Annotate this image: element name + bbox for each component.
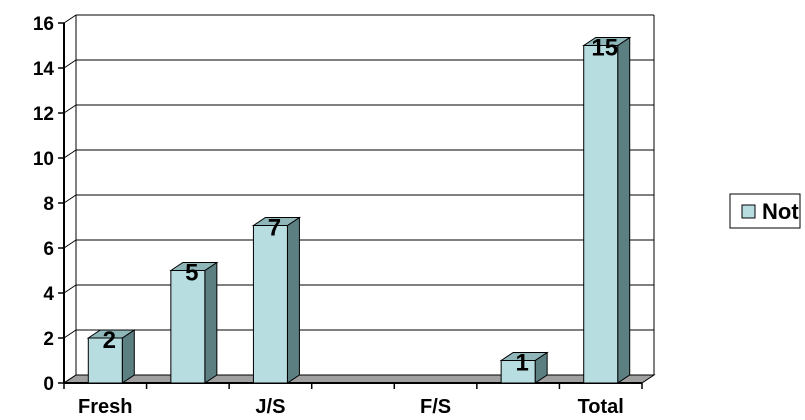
- category-label: F/S: [420, 396, 451, 418]
- bar-side: [121, 329, 135, 384]
- bar-front: [583, 45, 619, 384]
- bar-front: [500, 360, 536, 384]
- bar: [499, 351, 549, 384]
- data-labels: 2 5 7 1 15: [103, 35, 618, 377]
- category-label: Fresh: [78, 396, 132, 418]
- legend-swatch: [741, 204, 756, 219]
- bar-side: [204, 261, 218, 384]
- y-tick-label: 4: [43, 284, 54, 305]
- bar-front: [252, 225, 288, 384]
- y-tick-labels: 0 2 4 6 8 10 12 14 16: [33, 14, 55, 395]
- y-tick-label: 2: [43, 329, 54, 350]
- side-wall-line: [63, 284, 77, 294]
- bar: [169, 261, 219, 384]
- bar: [86, 329, 136, 384]
- y-tick-label: 12: [33, 104, 54, 125]
- side-wall-line: [63, 104, 77, 114]
- bar: [582, 36, 632, 384]
- data-label: 7: [268, 215, 281, 242]
- bar-side: [286, 216, 300, 384]
- category-label: J/S: [255, 396, 285, 418]
- gridlines: [63, 14, 655, 384]
- floor-plane: [62, 374, 656, 384]
- side-wall-line: [63, 14, 77, 24]
- side-wall-line: [63, 59, 77, 69]
- y-tick-label: 6: [43, 239, 54, 260]
- side-wall-line: [63, 194, 77, 204]
- data-label: 2: [103, 327, 116, 354]
- chart-floor: [62, 374, 656, 384]
- y-tick-label: 16: [33, 14, 54, 35]
- y-tick-label: 0: [43, 374, 54, 395]
- category-label: Total: [578, 396, 624, 418]
- bars: [86, 36, 632, 384]
- side-wall-line: [63, 149, 77, 159]
- legend-entry-not: Not: [762, 199, 799, 224]
- bar-front: [170, 270, 206, 384]
- bar-side: [617, 36, 631, 384]
- y-tick-label: 14: [33, 59, 55, 80]
- data-label: 15: [591, 35, 618, 62]
- category-labels: Fresh J/S F/S Total: [78, 396, 624, 418]
- y-tick-label: 10: [33, 149, 54, 170]
- bar-front: [87, 337, 123, 384]
- side-wall-line: [63, 329, 77, 339]
- y-tick-label: 8: [43, 194, 54, 215]
- side-wall-line: [63, 239, 77, 249]
- data-label: 1: [515, 350, 528, 377]
- data-label: 5: [185, 260, 198, 287]
- bar: [251, 216, 302, 384]
- legend: Not: [729, 193, 801, 229]
- axes: [58, 22, 643, 389]
